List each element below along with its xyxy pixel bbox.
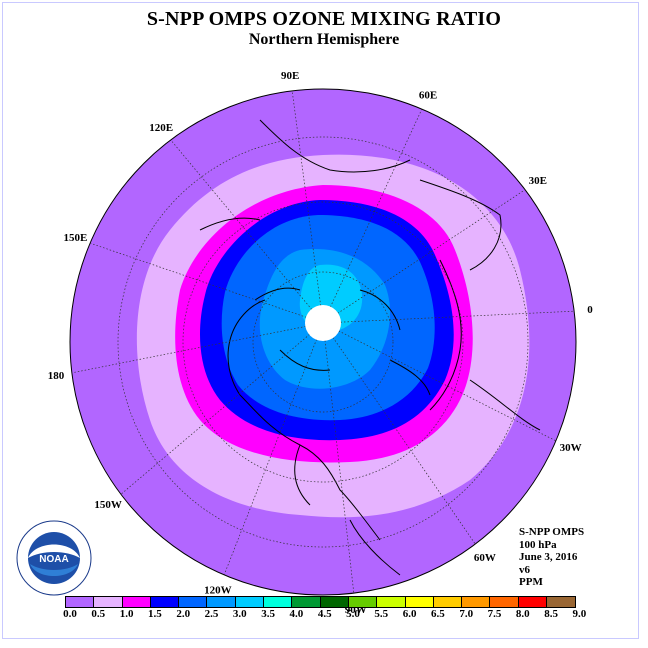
colorbar-swatch: [94, 597, 123, 607]
colorbar-tick-label: 6.0: [402, 608, 417, 620]
colorbar-tick-label: 1.0: [119, 608, 134, 620]
pressure-level-label: 100 hPa: [519, 538, 557, 551]
colorbar-swatch: [122, 597, 151, 607]
coastlines: [199, 119, 541, 576]
colorbar-swatch: [179, 597, 208, 607]
units-label: PPM: [519, 576, 543, 588]
colorbar-swatch: [518, 597, 548, 607]
colorbar-tick-label: 5.0: [346, 608, 360, 620]
colorbar-tick-label: 4.0: [289, 608, 304, 620]
colorbar-tick-label: 8.5: [544, 608, 558, 620]
longitude-label: 120W: [204, 585, 232, 597]
longitude-label: 90E: [281, 70, 299, 82]
date-label: June 3, 2016: [519, 551, 578, 563]
longitude-label: 120E: [149, 122, 173, 134]
longitude-label: 60E: [419, 89, 437, 101]
meridian-line: [120, 322, 324, 495]
plot-frame: [2, 2, 639, 639]
colorbar-swatch: [150, 597, 180, 607]
meridian-line: [89, 242, 324, 324]
longitude-label: 60W: [474, 552, 496, 564]
meridian-line: [71, 322, 324, 374]
longitude-label: 150E: [63, 232, 87, 244]
colorbar-tick-label: 0.0: [63, 608, 77, 620]
graticule-meridians: [71, 90, 575, 594]
colorbar-swatch: [292, 597, 321, 607]
longitude-label: 30E: [529, 175, 547, 187]
meridian-line: [322, 108, 423, 324]
colorbar-tick-label: 2.5: [204, 608, 219, 620]
meridian-line: [170, 139, 324, 324]
colorbar-tick-label: 7.5: [487, 608, 502, 620]
colorbar: [65, 596, 577, 608]
colorbar-swatch: [433, 597, 463, 607]
colorbar-swatch: [235, 597, 265, 607]
colorbar-tick-label: 8.0: [515, 608, 530, 620]
meridian-line: [322, 322, 557, 442]
colorbar-tick-label: 6.5: [431, 608, 445, 620]
longitude-label: 30W: [560, 442, 582, 454]
product-info: S-NPP OMPS 100 hPa June 3, 2016 v6 PPM: [519, 526, 584, 589]
page-title: S-NPP OMPS OZONE MIXING RATIO: [146, 8, 502, 30]
colorbar-tick-label: 2.0: [176, 608, 191, 620]
colorbar-swatch: [66, 597, 95, 607]
instrument-label: S-NPP OMPS: [519, 526, 585, 538]
meridian-line: [223, 322, 324, 576]
version-label: v6: [519, 563, 530, 576]
colorbar-swatch: [377, 597, 406, 607]
colorbar-tick-label: 3.5: [261, 608, 275, 620]
colorbar-swatch: [264, 597, 293, 607]
colorbar-tick-label: 1.5: [148, 608, 162, 620]
colorbar-swatch: [405, 597, 434, 607]
colorbar-tick-label: 7.0: [459, 608, 474, 620]
colorbar-tick-label: 9.0: [572, 608, 587, 620]
noaa-logo-text: NOAA: [39, 554, 68, 565]
longitude-label: 150W: [94, 499, 122, 511]
longitude-label: 180: [48, 370, 65, 382]
colorbar-tick-label: 5.5: [374, 608, 389, 620]
colorbar-tick-label: 4.5: [317, 608, 332, 620]
longitude-label: 0: [587, 304, 593, 316]
colorbar-tick-label: 0.5: [91, 608, 106, 620]
colorbar-swatch: [462, 597, 491, 607]
meridian-line: [291, 90, 324, 324]
noaa-logo: NOAA: [16, 520, 92, 596]
colorbar-swatch: [547, 597, 576, 607]
colorbar-swatch: [490, 597, 519, 607]
polar-data-gap: [305, 305, 341, 341]
graticule-parallels: [117, 136, 529, 548]
colorbar-swatch: [207, 597, 236, 607]
colorbar-swatch: [320, 597, 349, 607]
colorbar-tick-label: 3.0: [232, 608, 247, 620]
page-subtitle: Northern Hemisphere: [248, 31, 400, 48]
meridian-line: [322, 322, 476, 545]
colorbar-swatch: [348, 597, 378, 607]
